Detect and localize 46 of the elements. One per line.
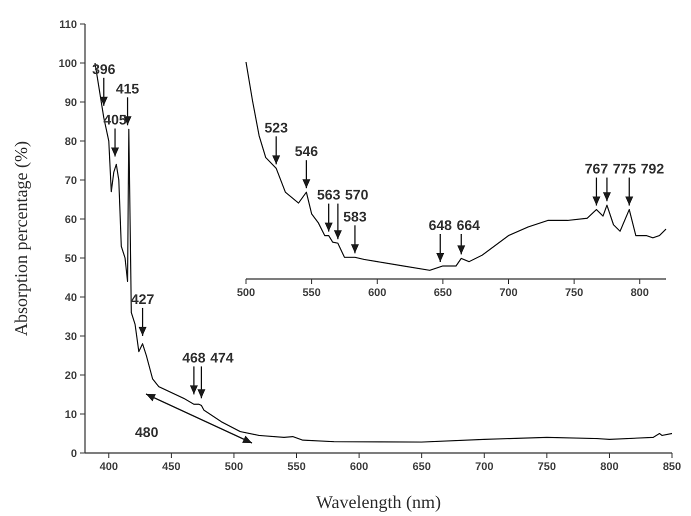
annotation: 775 bbox=[612, 160, 636, 177]
y-tick-label: 110 bbox=[59, 19, 77, 31]
x-tick-label: 600 bbox=[368, 287, 386, 299]
y-axis-title: Absorption percentage (%) bbox=[11, 141, 31, 336]
x-tick-label: 650 bbox=[434, 287, 452, 299]
annotation: 523 bbox=[264, 119, 288, 136]
x-tick-label: 750 bbox=[538, 461, 556, 473]
annotation: 415 bbox=[116, 80, 140, 96]
x-tick-label: 400 bbox=[100, 461, 118, 473]
x-tick-label: 700 bbox=[475, 461, 494, 473]
y-tick-label: 70 bbox=[64, 175, 77, 187]
annotation: 474 bbox=[210, 349, 234, 366]
y-tick-label: 60 bbox=[64, 214, 77, 226]
annotation: 767 bbox=[584, 160, 608, 177]
x-axis-title: Wavelength (nm) bbox=[316, 492, 442, 512]
annotation: 648 bbox=[428, 216, 452, 233]
x-tick-label: 650 bbox=[412, 461, 431, 473]
y-tick-label: 80 bbox=[64, 136, 77, 148]
x-tick-label: 800 bbox=[630, 287, 649, 299]
x-tick-label: 550 bbox=[302, 287, 321, 299]
annotation: 546 bbox=[294, 143, 318, 160]
annotation: 792 bbox=[640, 160, 664, 177]
annotation: 570 bbox=[345, 186, 369, 203]
y-tick-label: 10 bbox=[64, 409, 77, 421]
x-tick-label: 750 bbox=[564, 287, 584, 299]
y-tick-label: 100 bbox=[58, 58, 77, 70]
line-series bbox=[94, 62, 673, 443]
y-tick-label: 40 bbox=[64, 292, 77, 304]
y-tick-label: 20 bbox=[64, 370, 77, 382]
x-tick-label: 700 bbox=[499, 287, 518, 299]
x-tick-label: 500 bbox=[224, 461, 244, 473]
annotation: 583 bbox=[343, 208, 367, 224]
y-tick-label: 0 bbox=[70, 448, 77, 460]
x-tick-label: 450 bbox=[162, 461, 181, 473]
y-tick-label: 90 bbox=[64, 97, 77, 109]
y-tick-label: 50 bbox=[64, 253, 77, 265]
annotation: 563 bbox=[317, 186, 341, 203]
x-tick-label: 550 bbox=[287, 461, 306, 473]
annotation: 468 bbox=[182, 349, 206, 366]
annotation: 480 bbox=[135, 424, 159, 440]
x-tick-label: 600 bbox=[350, 461, 368, 473]
y-tick-label: 30 bbox=[64, 331, 77, 343]
x-tick-label: 850 bbox=[662, 461, 682, 473]
annotation: 664 bbox=[456, 216, 480, 233]
x-tick-label: 500 bbox=[236, 287, 256, 299]
x-tick-label: 800 bbox=[600, 461, 619, 473]
